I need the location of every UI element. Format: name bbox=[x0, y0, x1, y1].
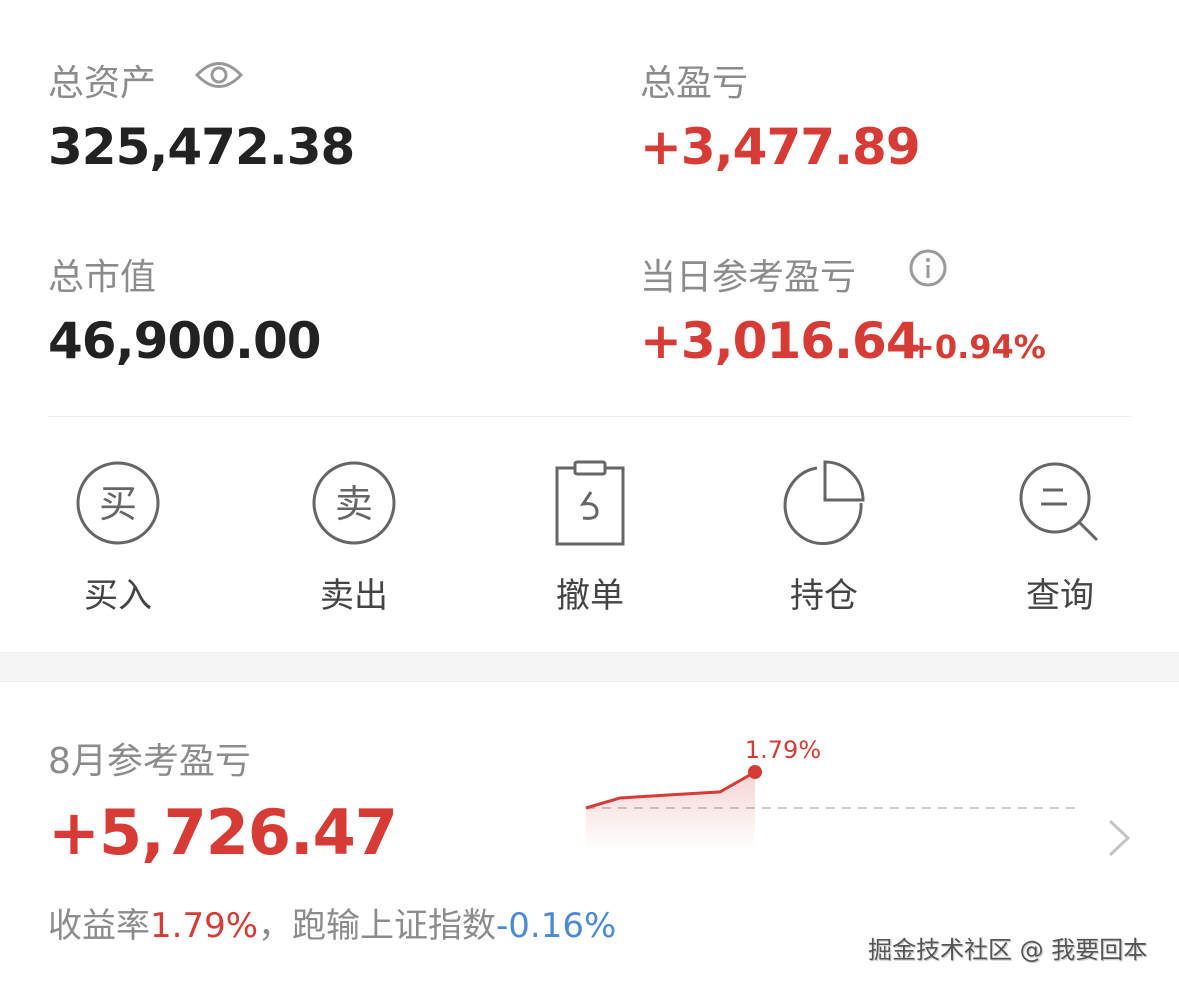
pie-chart-icon bbox=[783, 460, 865, 545]
monthly-pl-value: +5,726.47 bbox=[48, 796, 398, 869]
sparkline-point bbox=[748, 765, 762, 779]
cancel-order-icon bbox=[555, 460, 625, 546]
action-buy[interactable]: 买 买入 bbox=[48, 460, 188, 617]
section-gap bbox=[0, 652, 1179, 682]
action-label: 持仓 bbox=[790, 576, 858, 616]
search-icon bbox=[1019, 462, 1099, 542]
action-label: 查询 bbox=[1026, 576, 1094, 616]
action-cancel-order[interactable]: 撤单 bbox=[520, 460, 660, 617]
compare-label: ，跑输上证指数 bbox=[258, 906, 497, 946]
total-pl-value: +3,477.89 bbox=[640, 118, 921, 176]
sparkline-area bbox=[586, 772, 755, 850]
daily-pl-label: 当日参考盈亏 bbox=[640, 257, 857, 298]
eye-icon[interactable] bbox=[194, 58, 244, 92]
monthly-pl-label: 8月参考盈亏 bbox=[48, 741, 251, 782]
action-positions[interactable]: 持仓 bbox=[754, 460, 894, 617]
action-label: 撤单 bbox=[556, 576, 624, 616]
total-assets-label: 总资产 bbox=[48, 63, 157, 104]
total-assets-value: 325,472.38 bbox=[48, 118, 355, 176]
daily-pl-percent: +0.94% bbox=[908, 328, 1046, 366]
divider bbox=[48, 416, 1131, 417]
action-label: 卖出 bbox=[320, 576, 388, 616]
daily-pl-value: +3,016.64 bbox=[640, 312, 921, 370]
total-pl-label: 总盈亏 bbox=[640, 63, 749, 104]
action-sell[interactable]: 卖 卖出 bbox=[284, 460, 424, 617]
action-label: 买入 bbox=[84, 576, 152, 616]
monthly-return-line: 收益率1.79%，跑输上证指数-0.16% bbox=[48, 898, 616, 947]
info-icon[interactable] bbox=[908, 248, 948, 288]
chevron-right-icon[interactable] bbox=[1106, 818, 1132, 858]
watermark: 掘金技术社区 @ 我要回本 bbox=[868, 936, 1148, 964]
market-value-value: 46,900.00 bbox=[48, 312, 322, 370]
buy-icon: 买 bbox=[76, 461, 160, 545]
svg-text:卖: 卖 bbox=[335, 482, 373, 526]
sparkline-line bbox=[585, 770, 756, 810]
compare-value: -0.16% bbox=[496, 906, 617, 946]
sparkline-end-label: 1.79% bbox=[745, 736, 821, 764]
sell-icon: 卖 bbox=[312, 461, 396, 545]
return-value: 1.79% bbox=[150, 906, 259, 946]
market-value-label: 总市值 bbox=[48, 257, 157, 298]
action-query[interactable]: 查询 bbox=[990, 460, 1130, 617]
svg-text:买: 买 bbox=[99, 482, 137, 526]
monthly-sparkline: 1.79% bbox=[585, 736, 1076, 850]
return-label: 收益率 bbox=[48, 906, 150, 946]
